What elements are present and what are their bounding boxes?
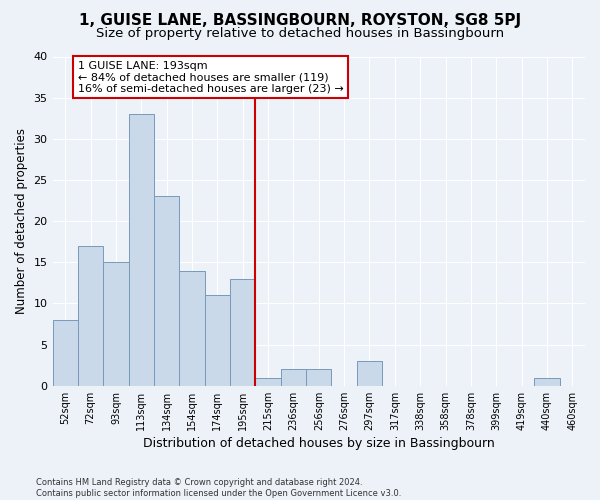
- Bar: [78, 246, 103, 386]
- Bar: [306, 370, 331, 386]
- Bar: [256, 378, 281, 386]
- Text: Size of property relative to detached houses in Bassingbourn: Size of property relative to detached ho…: [96, 28, 504, 40]
- Text: Contains HM Land Registry data © Crown copyright and database right 2024.
Contai: Contains HM Land Registry data © Crown c…: [36, 478, 401, 498]
- Bar: [179, 270, 205, 386]
- Bar: [281, 370, 306, 386]
- Bar: [534, 378, 560, 386]
- Bar: [357, 361, 382, 386]
- Bar: [230, 279, 256, 386]
- Bar: [53, 320, 78, 386]
- Bar: [154, 196, 179, 386]
- X-axis label: Distribution of detached houses by size in Bassingbourn: Distribution of detached houses by size …: [143, 437, 494, 450]
- Text: 1, GUISE LANE, BASSINGBOURN, ROYSTON, SG8 5PJ: 1, GUISE LANE, BASSINGBOURN, ROYSTON, SG…: [79, 12, 521, 28]
- Bar: [205, 296, 230, 386]
- Text: 1 GUISE LANE: 193sqm
← 84% of detached houses are smaller (119)
16% of semi-deta: 1 GUISE LANE: 193sqm ← 84% of detached h…: [78, 60, 344, 94]
- Bar: [128, 114, 154, 386]
- Bar: [103, 262, 128, 386]
- Y-axis label: Number of detached properties: Number of detached properties: [15, 128, 28, 314]
